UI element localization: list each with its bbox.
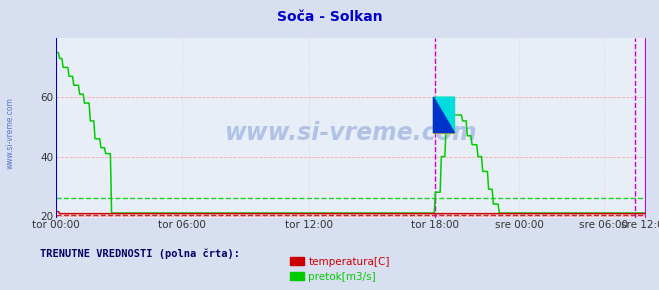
- Polygon shape: [434, 97, 455, 133]
- Text: pretok[m3/s]: pretok[m3/s]: [308, 272, 376, 282]
- Polygon shape: [434, 97, 455, 133]
- Text: www.si-vreme.com: www.si-vreme.com: [225, 121, 477, 145]
- Text: Soča - Solkan: Soča - Solkan: [277, 10, 382, 24]
- Text: www.si-vreme.com: www.si-vreme.com: [5, 97, 14, 169]
- Text: TRENUTNE VREDNOSTI (polna črta):: TRENUTNE VREDNOSTI (polna črta):: [40, 248, 239, 259]
- Bar: [434, 97, 455, 133]
- Text: temperatura[C]: temperatura[C]: [308, 257, 390, 267]
